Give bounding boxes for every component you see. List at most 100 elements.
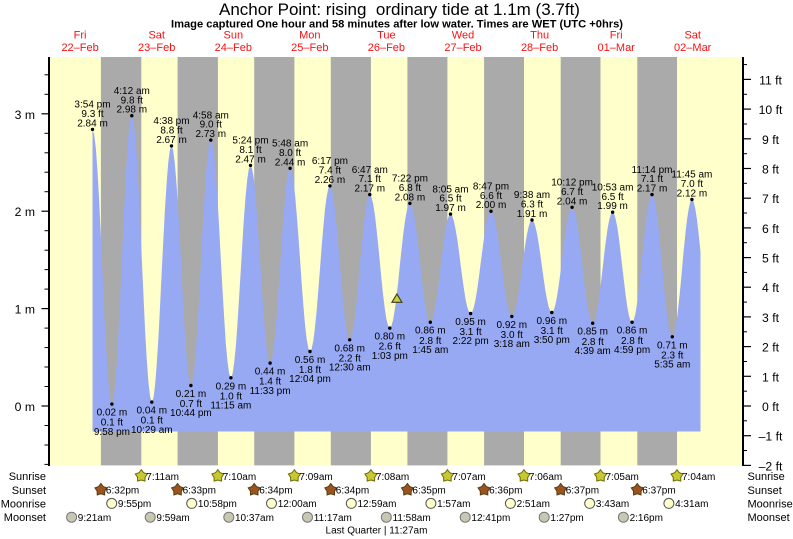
svg-text:8:05 am: 8:05 am — [432, 184, 468, 195]
svg-text:6:37pm: 6:37pm — [642, 486, 675, 497]
svg-text:2.98 m: 2.98 m — [117, 105, 148, 116]
svg-text:2 ft: 2 ft — [762, 341, 780, 355]
svg-text:7.1 ft: 7.1 ft — [641, 174, 663, 185]
svg-text:25–Feb: 25–Feb — [291, 42, 328, 54]
svg-text:2:51am: 2:51am — [517, 499, 550, 510]
svg-text:Sat: Sat — [148, 30, 165, 42]
svg-text:9.8 ft: 9.8 ft — [121, 95, 143, 106]
svg-text:5:24 pm: 5:24 pm — [232, 136, 268, 147]
svg-text:9.3 ft: 9.3 ft — [81, 109, 103, 120]
svg-text:1 ft: 1 ft — [762, 370, 780, 384]
svg-text:Tue: Tue — [377, 30, 396, 42]
svg-text:27–Feb: 27–Feb — [444, 42, 481, 54]
svg-text:Moonset: Moonset — [4, 512, 46, 524]
svg-text:7 ft: 7 ft — [762, 192, 780, 206]
svg-text:Sunrise: Sunrise — [9, 471, 46, 483]
svg-text:7.1 ft: 7.1 ft — [359, 174, 381, 185]
svg-text:3:54 pm: 3:54 pm — [74, 100, 110, 111]
svg-text:5 ft: 5 ft — [762, 252, 780, 266]
svg-text:7:04am: 7:04am — [682, 472, 715, 483]
svg-text:1.4 ft: 1.4 ft — [259, 377, 281, 388]
svg-text:2:22 pm: 2:22 pm — [453, 336, 489, 347]
svg-text:9:21am: 9:21am — [78, 513, 111, 524]
svg-text:0.95 m: 0.95 m — [455, 317, 486, 328]
svg-text:Wed: Wed — [452, 30, 474, 42]
svg-text:Moonset: Moonset — [748, 512, 790, 524]
svg-text:Sunrise: Sunrise — [748, 471, 785, 483]
svg-text:1:03 pm: 1:03 pm — [372, 351, 408, 362]
svg-text:7:08am: 7:08am — [376, 472, 409, 483]
svg-text:0.85 m: 0.85 m — [577, 327, 608, 338]
svg-text:9.0 ft: 9.0 ft — [200, 120, 222, 131]
svg-text:01–Mar: 01–Mar — [598, 42, 636, 54]
svg-text:3 ft: 3 ft — [762, 311, 780, 325]
svg-text:–2 ft: –2 ft — [759, 459, 783, 473]
svg-text:12:30 am: 12:30 am — [329, 363, 371, 374]
svg-text:4:58 am: 4:58 am — [193, 110, 229, 121]
svg-text:3.0 ft: 3.0 ft — [501, 330, 523, 341]
svg-text:Thu: Thu — [530, 30, 549, 42]
svg-text:4 ft: 4 ft — [762, 281, 780, 295]
svg-text:2.2 ft: 2.2 ft — [339, 353, 361, 364]
svg-text:2.73 m: 2.73 m — [196, 129, 227, 140]
svg-text:28–Feb: 28–Feb — [521, 42, 558, 54]
svg-text:11:14 pm: 11:14 pm — [632, 165, 673, 176]
svg-text:0.80 m: 0.80 m — [375, 332, 406, 343]
svg-text:02–Mar: 02–Mar — [674, 42, 712, 54]
svg-text:7:10am: 7:10am — [223, 472, 256, 483]
svg-text:11:45 am: 11:45 am — [671, 170, 712, 181]
svg-text:0.56 m: 0.56 m — [295, 355, 326, 366]
svg-text:Fri: Fri — [610, 30, 623, 42]
svg-text:12:04 pm: 12:04 pm — [289, 374, 331, 385]
svg-text:0.1 ft: 0.1 ft — [101, 418, 123, 429]
svg-text:0.96 m: 0.96 m — [537, 316, 568, 327]
svg-text:2.84 m: 2.84 m — [77, 118, 108, 129]
svg-text:9:38 am: 9:38 am — [514, 190, 550, 201]
svg-text:22–Feb: 22–Feb — [61, 42, 98, 54]
svg-text:Sat: Sat — [684, 30, 701, 42]
svg-text:4:59 pm: 4:59 pm — [614, 345, 650, 356]
svg-text:3:18 am: 3:18 am — [494, 339, 530, 350]
svg-text:11 ft: 11 ft — [759, 73, 782, 87]
svg-text:0.68 m: 0.68 m — [334, 343, 365, 354]
svg-text:0.71 m: 0.71 m — [657, 340, 688, 351]
svg-text:2.6 ft: 2.6 ft — [379, 342, 401, 353]
svg-text:Mon: Mon — [299, 30, 320, 42]
svg-text:8 ft: 8 ft — [762, 163, 780, 177]
svg-text:2 m: 2 m — [15, 205, 35, 219]
svg-text:1.8 ft: 1.8 ft — [299, 365, 321, 376]
svg-text:4:31am: 4:31am — [675, 499, 708, 510]
svg-text:2.17 m: 2.17 m — [637, 184, 668, 195]
svg-text:5:35 am: 5:35 am — [654, 360, 690, 371]
svg-text:2.8 ft: 2.8 ft — [582, 337, 604, 348]
svg-text:2.44 m: 2.44 m — [275, 157, 306, 168]
svg-text:1.97 m: 1.97 m — [435, 203, 466, 214]
svg-text:Anchor Point: rising ordinary: Anchor Point: rising ordinary tide at 1.… — [219, 0, 580, 19]
svg-text:Sun: Sun — [224, 30, 244, 42]
svg-text:24–Feb: 24–Feb — [215, 42, 252, 54]
svg-text:Moonrise: Moonrise — [1, 498, 46, 510]
svg-text:6:34pm: 6:34pm — [259, 486, 292, 497]
svg-text:3.1 ft: 3.1 ft — [541, 326, 563, 337]
svg-text:Moonrise: Moonrise — [748, 498, 793, 510]
svg-text:0.86 m: 0.86 m — [617, 326, 648, 337]
svg-text:–1 ft: –1 ft — [759, 430, 783, 444]
svg-text:0.92 m: 0.92 m — [497, 320, 528, 331]
svg-text:0.1 ft: 0.1 ft — [141, 416, 163, 427]
svg-text:2.3 ft: 2.3 ft — [661, 350, 683, 361]
svg-text:Sunset: Sunset — [748, 485, 782, 497]
svg-text:10:37am: 10:37am — [235, 513, 274, 524]
svg-text:10:44 pm: 10:44 pm — [170, 408, 212, 419]
svg-text:10:12 pm: 10:12 pm — [551, 178, 593, 189]
svg-text:2.47 m: 2.47 m — [235, 154, 266, 165]
svg-text:3.1 ft: 3.1 ft — [459, 327, 481, 338]
svg-text:6:35pm: 6:35pm — [412, 486, 445, 497]
svg-text:0 ft: 0 ft — [762, 400, 780, 414]
svg-text:3:50 pm: 3:50 pm — [534, 335, 570, 346]
svg-text:10 ft: 10 ft — [759, 103, 783, 117]
svg-text:4:38 pm: 4:38 pm — [153, 116, 189, 127]
svg-text:4:39 am: 4:39 am — [575, 346, 611, 357]
svg-text:1:45 am: 1:45 am — [412, 345, 448, 356]
svg-text:11:15 am: 11:15 am — [210, 401, 251, 412]
svg-text:4:12 am: 4:12 am — [114, 86, 150, 97]
